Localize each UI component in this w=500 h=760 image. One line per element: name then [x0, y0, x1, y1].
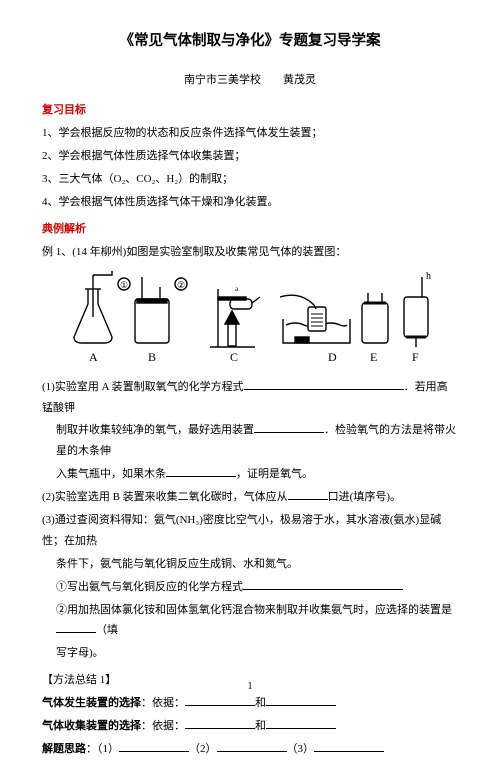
think-label: 解题思路 — [42, 743, 86, 755]
sum1-label: 气体发生装置的选择 — [42, 697, 141, 709]
q2-text-a: (2)实验室选用 B 装置来收集二氧化碳时，气体应从 — [42, 491, 288, 503]
diagram-labels: A B C D E F ① ② h — [89, 271, 431, 364]
blank-fill[interactable] — [243, 578, 403, 590]
bottle-b-icon — [135, 277, 169, 343]
q1-text-c: 制取并收集较纯净的氧气，最好选用装置 — [56, 424, 254, 436]
blank-fill[interactable] — [56, 621, 96, 633]
svg-text:D: D — [328, 350, 337, 364]
svg-text:h: h — [426, 271, 431, 282]
thinking-row: 解题思路：（1） （2） （3） — [42, 739, 458, 760]
sum-mid: ：依据： — [141, 697, 185, 709]
question-3-sub2: ②用加热固体氯化铵和固体氢氧化钙混合物来制取并收集氨气时，应选择的装置是 （填 — [42, 600, 458, 642]
summary-row-2: 气体收集装置的选择：依据： 和 — [42, 716, 458, 737]
question-3-sub2b: 写字母)。 — [42, 643, 458, 664]
blank-fill[interactable] — [166, 465, 236, 477]
svg-text:②: ② — [177, 280, 185, 290]
svg-text:A: A — [89, 350, 98, 364]
q1-text-a: (1)实验室用 A 装置制取氧气的化学方程式 — [42, 381, 244, 393]
blank-fill[interactable] — [254, 421, 324, 433]
blank-fill[interactable] — [119, 740, 189, 752]
goal-item: 3、三大气体（O₂、CO₂、H₂）的制取； — [42, 169, 458, 190]
summary-row-1: 气体发生装置的选择：依据： 和 — [42, 693, 458, 714]
q3-text-e: （填 — [96, 624, 118, 636]
q3-text-d: ②用加热固体氯化铵和固体氢氧化钙混合物来制取并收集氨气时，应选择的装置是 — [56, 604, 452, 616]
apparatus-diagram: a A B C — [60, 269, 440, 369]
question-1-line2: 制取并收集较纯净的氧气，最好选用装置．检验氧气的方法是将带火星的木条伸 — [42, 420, 458, 462]
page-number: 1 — [0, 677, 500, 696]
examples-heading: 典例解析 — [42, 219, 458, 240]
blank-fill[interactable] — [185, 717, 255, 729]
question-3-line2: 条件下，氨气能与氧化铜反应生成铜、水和氮气。 — [42, 554, 458, 575]
goals-heading: 复习目标 — [42, 100, 458, 121]
goal-item: 2、学会根据气体性质选择气体收集装置； — [42, 146, 458, 167]
sum2-label: 气体收集装置的选择 — [42, 720, 141, 732]
page-title: 《常见气体制取与净化》专题复习导学案 — [42, 28, 458, 56]
svg-text:①: ① — [120, 280, 128, 290]
flask-a-icon — [74, 271, 112, 343]
question-2: (2)实验室选用 B 装置来收集二氧化碳时，气体应从 口进(填序号)。 — [42, 487, 458, 508]
author-line: 南宁市三美学校 黄茂灵 — [42, 70, 458, 91]
svg-text:E: E — [370, 350, 377, 364]
q3-text-c: ①写出氨气与氧化铜反应的化学方程式 — [56, 581, 243, 593]
think-2: （2） — [189, 743, 217, 755]
blank-fill[interactable] — [288, 488, 328, 500]
bottle-f-icon — [404, 277, 428, 347]
svg-text:B: B — [148, 350, 156, 364]
goal-item: 1、学会根据反应物的状态和反应条件选择气体发生装置； — [42, 123, 458, 144]
blank-fill[interactable] — [217, 740, 287, 752]
heating-stand-c-icon: a — [210, 285, 260, 347]
svg-text:C: C — [230, 350, 238, 364]
blank-fill[interactable] — [314, 740, 384, 752]
svg-text:F: F — [412, 350, 419, 364]
sum-and: 和 — [255, 697, 266, 709]
bottle-e-icon — [362, 293, 388, 343]
example-lead: 例 1、(14 年柳州)如图是实验室制取及收集常见气体的装置图： — [42, 242, 458, 263]
sum-and: 和 — [255, 720, 266, 732]
water-trough-d-icon — [280, 295, 350, 343]
question-3-line1: (3)通过查阅资料得知：氨气(NH₃)密度比空气小，极易溶于水，其水溶液(氨水)… — [42, 510, 458, 552]
sum-mid: ：依据： — [141, 720, 185, 732]
blank-fill[interactable] — [244, 378, 404, 390]
question-3-sub1: ①写出氨气与氧化铜反应的化学方程式 — [42, 577, 458, 598]
q1-text-f: ，证明是氧气。 — [236, 468, 313, 480]
question-1-line3: 入集气瓶中，如果木条 ，证明是氧气。 — [42, 464, 458, 485]
think-3: （3） — [287, 743, 315, 755]
svg-text:a: a — [235, 285, 239, 293]
q1-text-e: 入集气瓶中，如果木条 — [56, 468, 166, 480]
blank-fill[interactable] — [266, 717, 336, 729]
goal-item: 4、学会根据气体性质选择气体干燥和净化装置。 — [42, 192, 458, 213]
think-1: ：（1） — [86, 743, 119, 755]
q2-text-b: 口进(填序号)。 — [328, 491, 401, 503]
question-1-line1: (1)实验室用 A 装置制取氧气的化学方程式．若用高锰酸钾 — [42, 377, 458, 419]
